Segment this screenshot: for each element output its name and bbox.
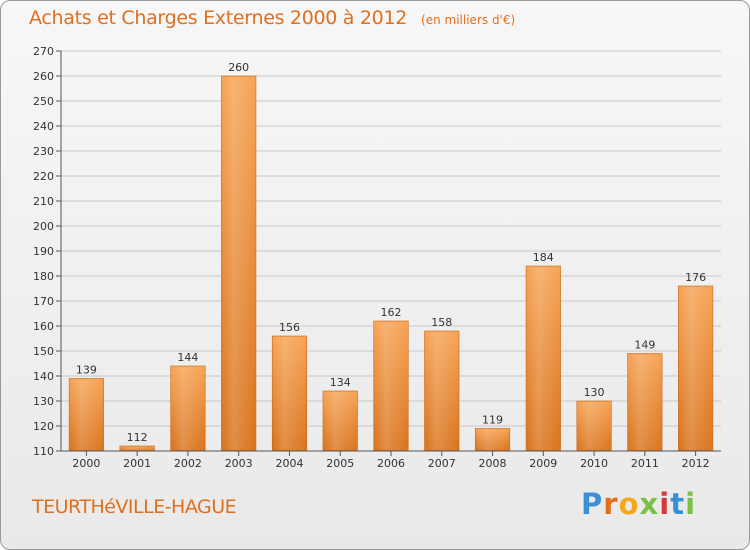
data-label-2011: 149 bbox=[634, 339, 655, 352]
chart-title-text: Achats et Charges Externes 2000 à 2012 bbox=[29, 7, 408, 29]
bar-shine bbox=[273, 337, 306, 450]
x-tick-label-2009: 2009 bbox=[529, 457, 557, 470]
x-tick-label-2006: 2006 bbox=[377, 457, 405, 470]
logo-letter: t bbox=[670, 487, 686, 521]
x-tick-label-2007: 2007 bbox=[428, 457, 456, 470]
y-tick-label: 170 bbox=[33, 295, 54, 308]
y-tick-label: 230 bbox=[33, 145, 54, 158]
x-tick-label-2000: 2000 bbox=[72, 457, 100, 470]
proxiti-logo: Proxiti bbox=[581, 487, 696, 521]
logo-letter: o bbox=[618, 487, 640, 521]
data-label-2012: 176 bbox=[685, 271, 706, 284]
logo-letter: i bbox=[685, 487, 697, 521]
x-tick-label-2004: 2004 bbox=[275, 457, 303, 470]
data-label-2005: 134 bbox=[330, 376, 351, 389]
bar-shine bbox=[425, 332, 459, 450]
bar-shine bbox=[476, 429, 509, 450]
x-tick-label-2011: 2011 bbox=[631, 457, 659, 470]
data-label-2000: 139 bbox=[76, 364, 97, 377]
y-tick-label: 110 bbox=[33, 445, 54, 458]
y-tick-label: 260 bbox=[33, 70, 54, 83]
data-label-2003: 260 bbox=[228, 61, 249, 74]
data-label-2002: 144 bbox=[177, 351, 198, 364]
logo-letter: i bbox=[659, 487, 671, 521]
bar-shine bbox=[323, 392, 357, 450]
bar-shine bbox=[577, 402, 611, 450]
logo-letter: r bbox=[603, 487, 619, 521]
bar-shine bbox=[679, 287, 712, 450]
y-tick-label: 130 bbox=[33, 395, 54, 408]
bars bbox=[68, 75, 714, 452]
bar-shine bbox=[120, 447, 154, 450]
data-label-2001: 112 bbox=[127, 431, 148, 444]
y-tick-label: 190 bbox=[33, 245, 54, 258]
data-label-2008: 119 bbox=[482, 414, 503, 427]
data-label-2009: 184 bbox=[533, 251, 554, 264]
bar-shine bbox=[628, 354, 662, 450]
logo-letter: x bbox=[639, 487, 660, 521]
y-tick-label: 150 bbox=[33, 345, 54, 358]
y-tick-label: 200 bbox=[33, 220, 54, 233]
y-tick-label: 270 bbox=[33, 45, 54, 58]
place-name: TEURTHéVILLE-HAGUE bbox=[32, 496, 237, 518]
bar-shine bbox=[527, 267, 560, 450]
y-tick-label: 120 bbox=[33, 420, 54, 433]
y-tick-label: 180 bbox=[33, 270, 54, 283]
x-tick-label-2008: 2008 bbox=[479, 457, 507, 470]
x-tick-label-2010: 2010 bbox=[580, 457, 608, 470]
bar-shine bbox=[171, 367, 205, 450]
y-tick-label: 250 bbox=[33, 95, 54, 108]
chart-title: Achats et Charges Externes 2000 à 2012 (e… bbox=[29, 7, 515, 29]
data-label-2010: 130 bbox=[584, 386, 605, 399]
bar-shine bbox=[374, 322, 408, 450]
x-axis: 2000 2001 2002 2003 2004 2005 2006 2007 2008 2009… bbox=[61, 450, 721, 470]
y-tick-label: 210 bbox=[33, 195, 54, 208]
x-tick-label-2012: 2012 bbox=[682, 457, 710, 470]
bar-shine bbox=[70, 379, 103, 450]
x-tick-label-2002: 2002 bbox=[174, 457, 202, 470]
bar-shine bbox=[222, 77, 255, 450]
y-tick-label: 220 bbox=[33, 170, 54, 183]
data-label-2006: 162 bbox=[381, 306, 402, 319]
data-label-2004: 156 bbox=[279, 321, 300, 334]
y-tick-label: 140 bbox=[33, 370, 54, 383]
y-axis: 110 120 130 140 150 160 170 180 190 200 210 220 230 2… bbox=[33, 45, 62, 458]
logo-letter: P bbox=[581, 487, 604, 521]
data-labels: 139 112 144 260 156 134 162 158 119 184 130 149 176 bbox=[76, 61, 706, 444]
x-tick-label-2005: 2005 bbox=[326, 457, 354, 470]
x-tick-label-2003: 2003 bbox=[225, 457, 253, 470]
x-tick-label-2001: 2001 bbox=[123, 457, 151, 470]
data-label-2007: 158 bbox=[431, 316, 452, 329]
chart-subtitle: (en milliers d'€) bbox=[421, 13, 516, 27]
y-tick-label: 240 bbox=[33, 120, 54, 133]
y-tick-label: 160 bbox=[33, 320, 54, 333]
